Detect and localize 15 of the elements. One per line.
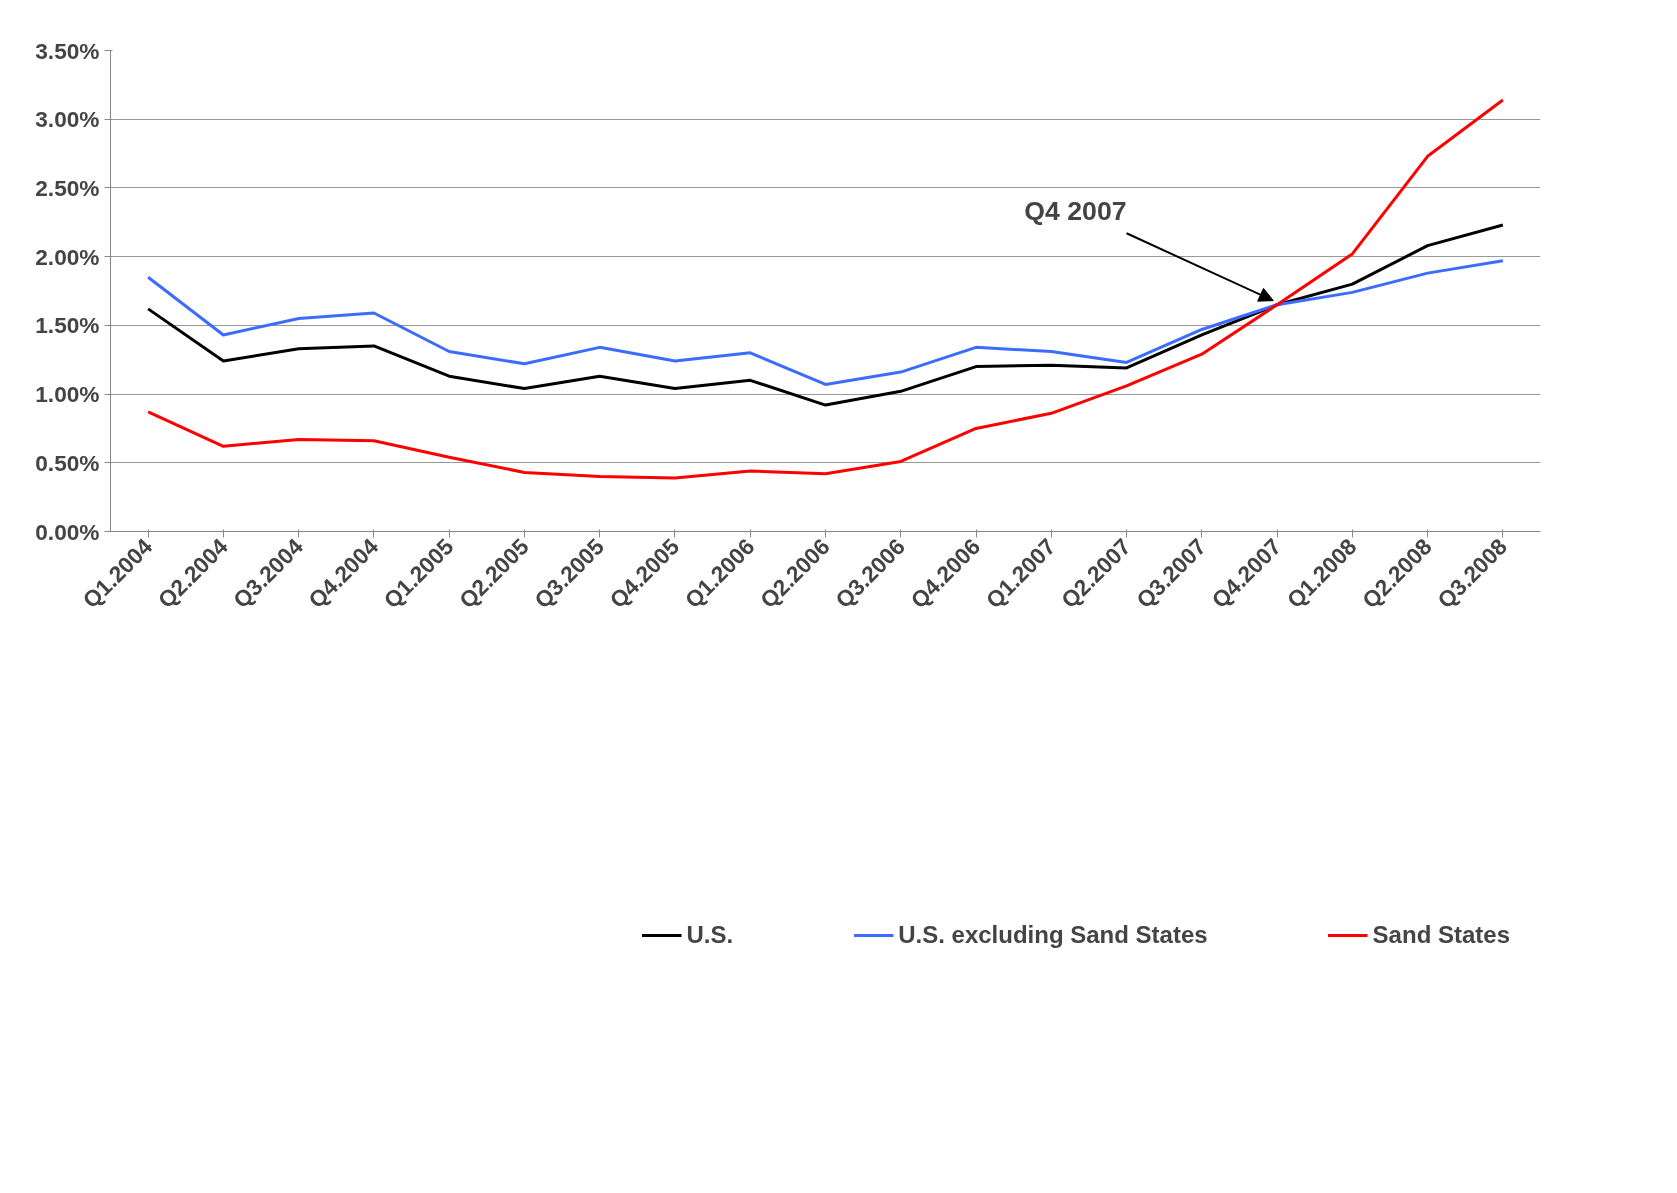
annotation: Q4 2007 [1024, 196, 1127, 227]
y-tick-label: 1.00% [35, 381, 100, 408]
legend-label: Sand States [1372, 921, 1510, 949]
y-tick-label: 2.00% [35, 243, 100, 270]
legend-label: U.S. [686, 921, 734, 949]
line-series [146, 223, 1505, 407]
y-tick-label: 0.50% [35, 449, 100, 476]
y-tick-label: 3.50% [35, 37, 100, 64]
line-series [146, 259, 1505, 386]
y-tick-label: 2.50% [35, 174, 100, 201]
y-tick-label: 0.00% [35, 518, 100, 545]
y-tick-label: 3.00% [35, 106, 100, 133]
y-tick-label: 1.50% [35, 312, 100, 339]
legend-label: U.S. excluding Sand States [898, 921, 1208, 949]
line-series [146, 98, 1505, 480]
